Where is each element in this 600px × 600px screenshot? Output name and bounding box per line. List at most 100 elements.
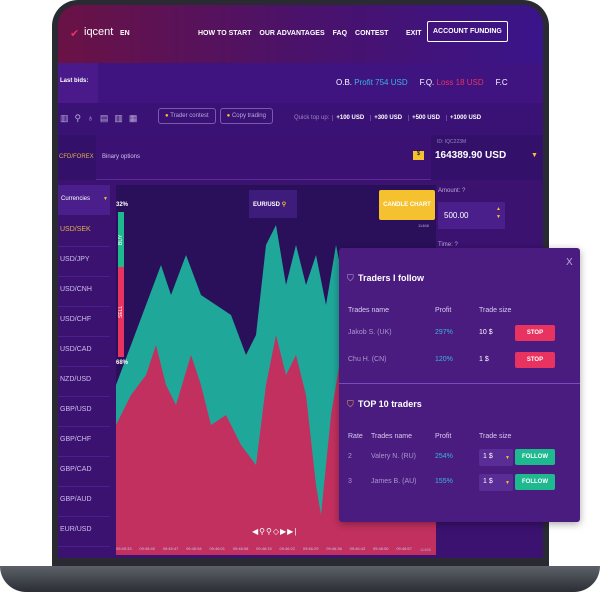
trader-contest-button[interactable]: ● Trader contest <box>158 108 216 124</box>
chevron-down-icon: ▼ <box>505 480 510 486</box>
time-tick: 09:45:47 <box>162 546 179 551</box>
copy-trading-button[interactable]: ● Copy trading <box>219 108 273 124</box>
currency-item[interactable]: GBP/USD <box>58 397 110 427</box>
currency-item[interactable]: USD/CAD <box>58 337 110 367</box>
currency-item[interactable]: USD/CHF <box>58 307 110 337</box>
col-header: Trade size <box>479 307 512 314</box>
buy-bar[interactable]: BUY <box>118 212 124 267</box>
currency-item[interactable]: USD/CNH <box>58 277 110 307</box>
time-tick: 09:46:01 <box>209 546 226 551</box>
chevron-down-icon: ▼ <box>505 455 510 461</box>
trader-name: Valery N. (RU) <box>371 453 416 460</box>
user-icon: ⛉ <box>347 273 354 283</box>
col-header: Trade size <box>479 433 512 440</box>
sell-bar[interactable]: SELL <box>118 267 124 357</box>
sell-percent: 68% <box>116 360 129 366</box>
laptop-base <box>0 566 600 592</box>
stop-button[interactable]: STOP <box>515 352 555 368</box>
time-tick: 09:46:43 <box>349 546 366 551</box>
bid-item: O.B. Profit 754 USD <box>336 78 408 87</box>
tool-icons[interactable]: ▥⚲♁▤▥▦ <box>60 113 144 123</box>
time-tick: 09:46:50 <box>372 546 389 551</box>
pair-search[interactable]: EUR/USD ⚲ <box>249 190 297 218</box>
chevron-down-icon: ▼ <box>103 196 108 202</box>
candle-chart-button[interactable]: CANDLE CHART <box>379 190 435 220</box>
trade-size: 1 $ <box>479 356 489 363</box>
currency-item[interactable]: GBP/AUD <box>58 487 110 517</box>
bid-item: F.Q. Loss 18 USD <box>419 78 484 87</box>
trade-size-select[interactable]: 1 $ ▼ <box>479 449 513 466</box>
time-tick: 09:46:57 <box>396 546 412 551</box>
amount-label: Amount: ? <box>438 188 466 194</box>
top-title: TOP 10 traders <box>358 399 422 409</box>
col-header: Trades name <box>348 307 389 314</box>
trade-size: 10 $ <box>479 329 493 336</box>
trader-name: Jakob S. (UK) <box>348 329 392 336</box>
currency-toggle[interactable]: $ <box>413 151 424 160</box>
col-header: Profit <box>435 307 452 314</box>
chevron-down-icon: ▼ <box>531 152 538 159</box>
logo[interactable]: iqcent <box>84 26 114 38</box>
currency-item[interactable]: EUR/USD <box>58 517 110 547</box>
nav-advantages[interactable]: OUR ADVANTAGES <box>259 30 325 37</box>
trader-profit: 297% <box>435 329 453 336</box>
tab-cfd-forex[interactable]: CFD/FOREX <box>58 135 96 180</box>
close-icon[interactable]: X <box>566 257 573 268</box>
currency-item[interactable]: USD/JPY <box>58 247 110 277</box>
account-id: ID: IQC223M <box>437 139 467 145</box>
currency-item[interactable]: NZD/USD <box>58 367 110 397</box>
quick-top-up-label: Quick top up: <box>294 115 330 121</box>
time-tick: 09:46:08 <box>232 546 249 551</box>
trade-size-select[interactable]: 1 $ ▼ <box>479 474 513 491</box>
trophy-icon: ⛉ <box>347 399 354 409</box>
top-nav: ✔ iqcent EN HOW TO START OUR ADVANTAGES … <box>58 5 543 63</box>
nav-how-to-start[interactable]: HOW TO START <box>198 30 252 37</box>
divider <box>339 383 580 384</box>
col-header: Rate <box>348 433 363 440</box>
nav-faq[interactable]: FAQ <box>332 30 348 37</box>
toolbar: ▥⚲♁▤▥▦ ● Trader contest ● Copy trading Q… <box>58 103 543 135</box>
last-bids-bar: Last bids: O.B. Profit 754 USD F.Q. Loss… <box>58 63 543 103</box>
col-header: Trades name <box>371 433 412 440</box>
top-up-1000[interactable]: +1000 USD <box>445 115 484 121</box>
last-bids-label: Last bids: <box>58 63 98 103</box>
col-header: Profit <box>435 433 452 440</box>
chart-controls[interactable]: ◀⚲⚲◇▶▶| <box>252 527 298 536</box>
top-up-100[interactable]: +100 USD <box>332 115 367 121</box>
time-tick: 09:46:22 <box>279 546 296 551</box>
time-tick: 09:46:36 <box>326 546 342 551</box>
language-select[interactable]: EN <box>120 30 130 37</box>
price-label: 11465 <box>420 547 431 552</box>
amount-input[interactable]: 500.00 <box>438 202 505 229</box>
balance-box[interactable]: ID: IQC223M 164389.90 USD ▼ <box>431 135 543 180</box>
follow-button[interactable]: FOLLOW <box>515 474 555 490</box>
mode-tabs: CFD/FOREX Binary options $ ID: IQC223M 1… <box>58 135 543 180</box>
time-tick: 09:46:15 <box>256 546 272 551</box>
trader-profit: 254% <box>435 453 453 460</box>
search-icon: ⚲ <box>281 202 287 208</box>
nav-contest[interactable]: CONTEST <box>355 30 389 37</box>
trader-profit: 155% <box>435 478 453 485</box>
copy-trading-popup: X ⛉ Traders I follow Trades name Profit … <box>339 248 580 522</box>
top-up-500[interactable]: +500 USD <box>408 115 443 121</box>
trader-name: Chu H. (CN) <box>348 356 387 363</box>
currency-item[interactable]: GBP/CAD <box>58 457 110 487</box>
trader-rate: 3 <box>348 478 352 485</box>
tab-binary-options[interactable]: Binary options <box>102 154 141 160</box>
exit-link[interactable]: EXIT <box>406 30 422 37</box>
amount-stepper[interactable]: ▲ ▼ <box>496 206 501 220</box>
trader-rate: 2 <box>348 453 352 460</box>
stop-button[interactable]: STOP <box>515 325 555 341</box>
currencies-dropdown[interactable]: Currencies ▼ <box>58 185 110 215</box>
trader-name: James B. (AU) <box>371 478 417 485</box>
balance: 164389.90 USD <box>435 150 507 161</box>
account-funding-button[interactable]: ACCOUNT FUNDING <box>427 21 508 42</box>
currency-item[interactable]: USD/SEK <box>58 217 110 247</box>
follow-button[interactable]: FOLLOW <box>515 449 555 465</box>
time-tick: 09:46:29 <box>302 546 319 551</box>
follow-title: Traders I follow <box>358 273 425 283</box>
price-label: 11468 <box>418 223 429 228</box>
currency-item[interactable]: GBP/CHF <box>58 427 110 457</box>
top-up-300[interactable]: +300 USD <box>370 115 405 121</box>
time-tick: 09:45:54 <box>186 546 202 551</box>
